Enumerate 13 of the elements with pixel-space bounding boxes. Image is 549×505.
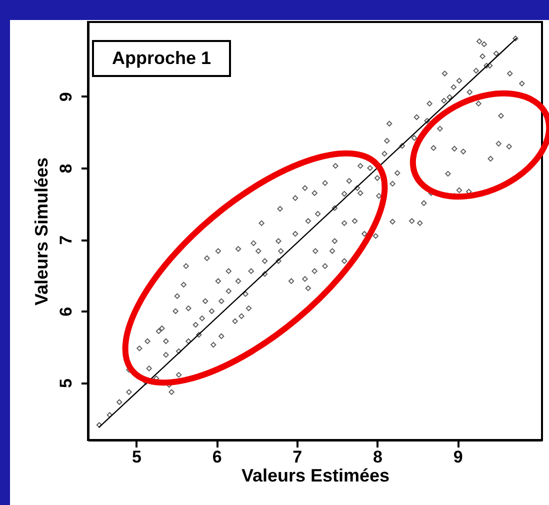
annotation: Approche 1 [92,40,232,77]
y-tick-label: 8 [56,164,76,174]
x-tick-label: 8 [373,448,383,466]
x-tick-label: 6 [212,448,222,466]
x-axis-title: Valeurs Estimées [241,466,390,486]
x-tick-label: 9 [453,448,463,466]
y-tick-label: 9 [56,92,76,102]
x-tick-label: 7 [292,448,302,466]
y-tick-label: 6 [56,306,76,316]
y-tick-label: 7 [56,235,76,245]
y-axis-title: Valeurs Simulées [32,157,52,306]
y-tick-label: 5 [56,378,76,388]
x-tick-label: 5 [132,448,142,466]
